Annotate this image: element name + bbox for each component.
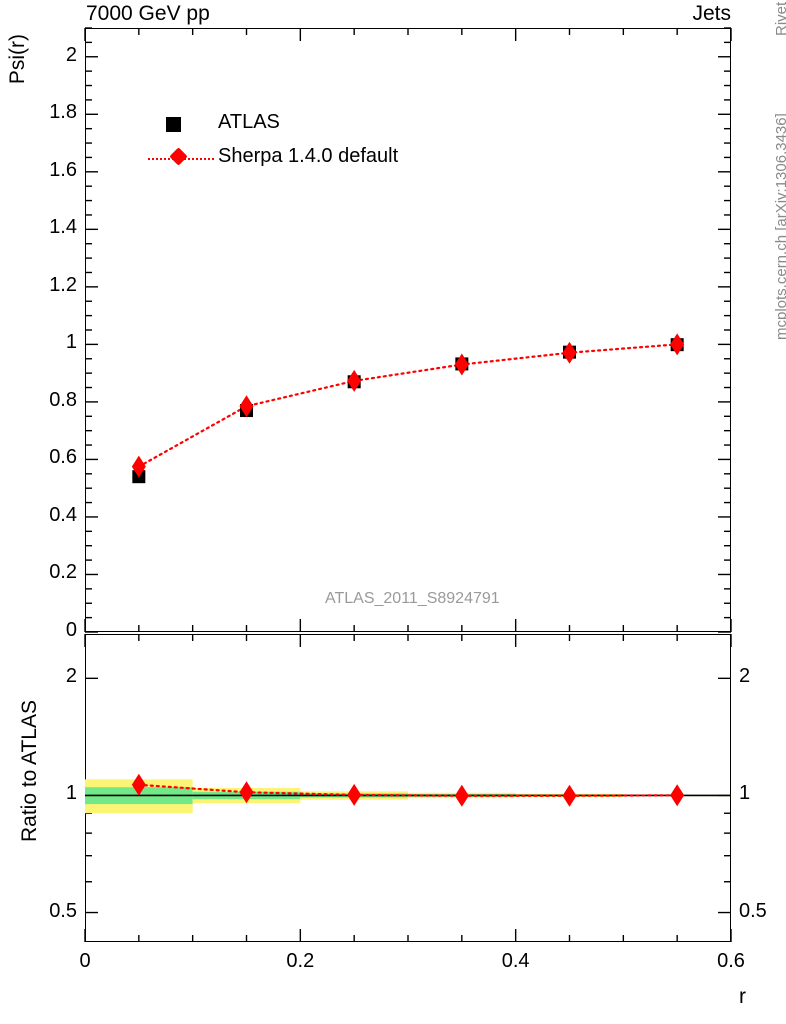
- y-tick-label-main-4: 0.8: [49, 388, 77, 411]
- x-axis-label: r: [739, 985, 746, 1008]
- sherpa-point-main: [454, 353, 469, 376]
- legend-label-atlas: ATLAS: [218, 111, 280, 133]
- x-tick-label-1: 0.2: [286, 950, 315, 972]
- y-tick-label-main-1: 0.2: [49, 561, 77, 584]
- y-tick-label-ratio-right-0: 0.5: [739, 899, 767, 922]
- sherpa-point-ratio: [347, 783, 362, 806]
- sherpa-point-main: [239, 395, 254, 418]
- sherpa-point-ratio: [131, 773, 146, 796]
- y-tick-label-ratio-right-2: 2: [739, 665, 751, 688]
- sherpa-point-ratio: [454, 784, 469, 807]
- y-tick-label-main-2: 0.4: [49, 503, 77, 526]
- square-marker-icon: [166, 117, 181, 132]
- y-tick-label-main-7: 1.4: [49, 216, 77, 239]
- sherpa-point-ratio: [670, 784, 685, 807]
- y-tick-label-main-8: 1.6: [49, 158, 77, 181]
- y-tick-label-ratio-0: 0.5: [49, 899, 77, 922]
- sherpa-curve-main: [137, 343, 679, 468]
- sherpa-point-main: [131, 455, 146, 478]
- sherpa-point-ratio: [562, 784, 577, 807]
- sherpa-point-ratio: [239, 781, 254, 804]
- y-tick-label-main-9: 1.8: [49, 101, 77, 124]
- analysis-watermark: ATLAS_2011_S8924791: [325, 590, 500, 607]
- y-tick-label-main-6: 1.2: [49, 273, 77, 296]
- y-tick-label-main-0: 0: [65, 619, 77, 641]
- y-tick-label-main-5: 1: [65, 331, 77, 354]
- x-tick-label-2: 0.4: [501, 950, 530, 972]
- sherpa-point-main: [562, 341, 577, 364]
- sherpa-curve-ratio: [137, 783, 679, 797]
- legend-label-sherpa: Sherpa 1.4.0 default: [218, 145, 399, 167]
- x-tick-label-3: 0.6: [717, 950, 745, 972]
- y-tick-label-ratio-right-1: 1: [739, 782, 751, 805]
- header-right-analysis-label: Jets: [692, 2, 731, 25]
- y-tick-label-main-10: 2: [65, 43, 77, 66]
- header-left-beam-label: 7000 GeV pp: [86, 2, 210, 25]
- y-tick-label-ratio-1: 1: [65, 782, 77, 805]
- y-tick-label-ratio-2: 2: [65, 665, 77, 688]
- x-tick-label-0: 0: [79, 950, 91, 972]
- sherpa-point-main: [670, 333, 685, 356]
- y-tick-label-main-3: 0.6: [49, 446, 77, 469]
- sherpa-point-main: [347, 369, 362, 392]
